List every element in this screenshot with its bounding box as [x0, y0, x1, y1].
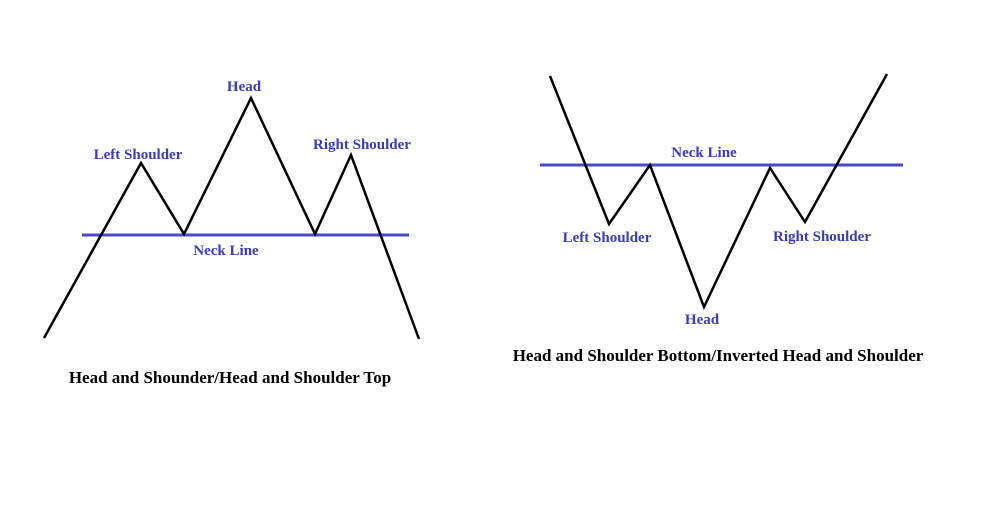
- top-pattern: Head Left Shoulder Right Shoulder Neck L…: [42, 79, 421, 387]
- bottom-price-line: [548, 73, 889, 311]
- top-left-shoulder-label: Left Shoulder: [94, 147, 183, 163]
- bottom-caption: Head and Shoulder Bottom/Inverted Head a…: [513, 346, 924, 365]
- top-caption: Head and Shounder/Head and Shoulder Top: [69, 368, 391, 387]
- top-price-line: [42, 95, 421, 340]
- top-head-label: Head: [227, 79, 262, 95]
- bottom-neck-line-label: Neck Line: [671, 145, 737, 161]
- bottom-left-shoulder-label: Left Shoulder: [563, 230, 652, 246]
- bottom-head-label: Head: [685, 312, 720, 328]
- top-right-shoulder-label: Right Shoulder: [313, 137, 411, 153]
- bottom-pattern: Neck Line Left Shoulder Right Shoulder H…: [513, 73, 924, 365]
- top-neck-line-label: Neck Line: [193, 243, 259, 259]
- bottom-right-shoulder-label: Right Shoulder: [773, 229, 871, 245]
